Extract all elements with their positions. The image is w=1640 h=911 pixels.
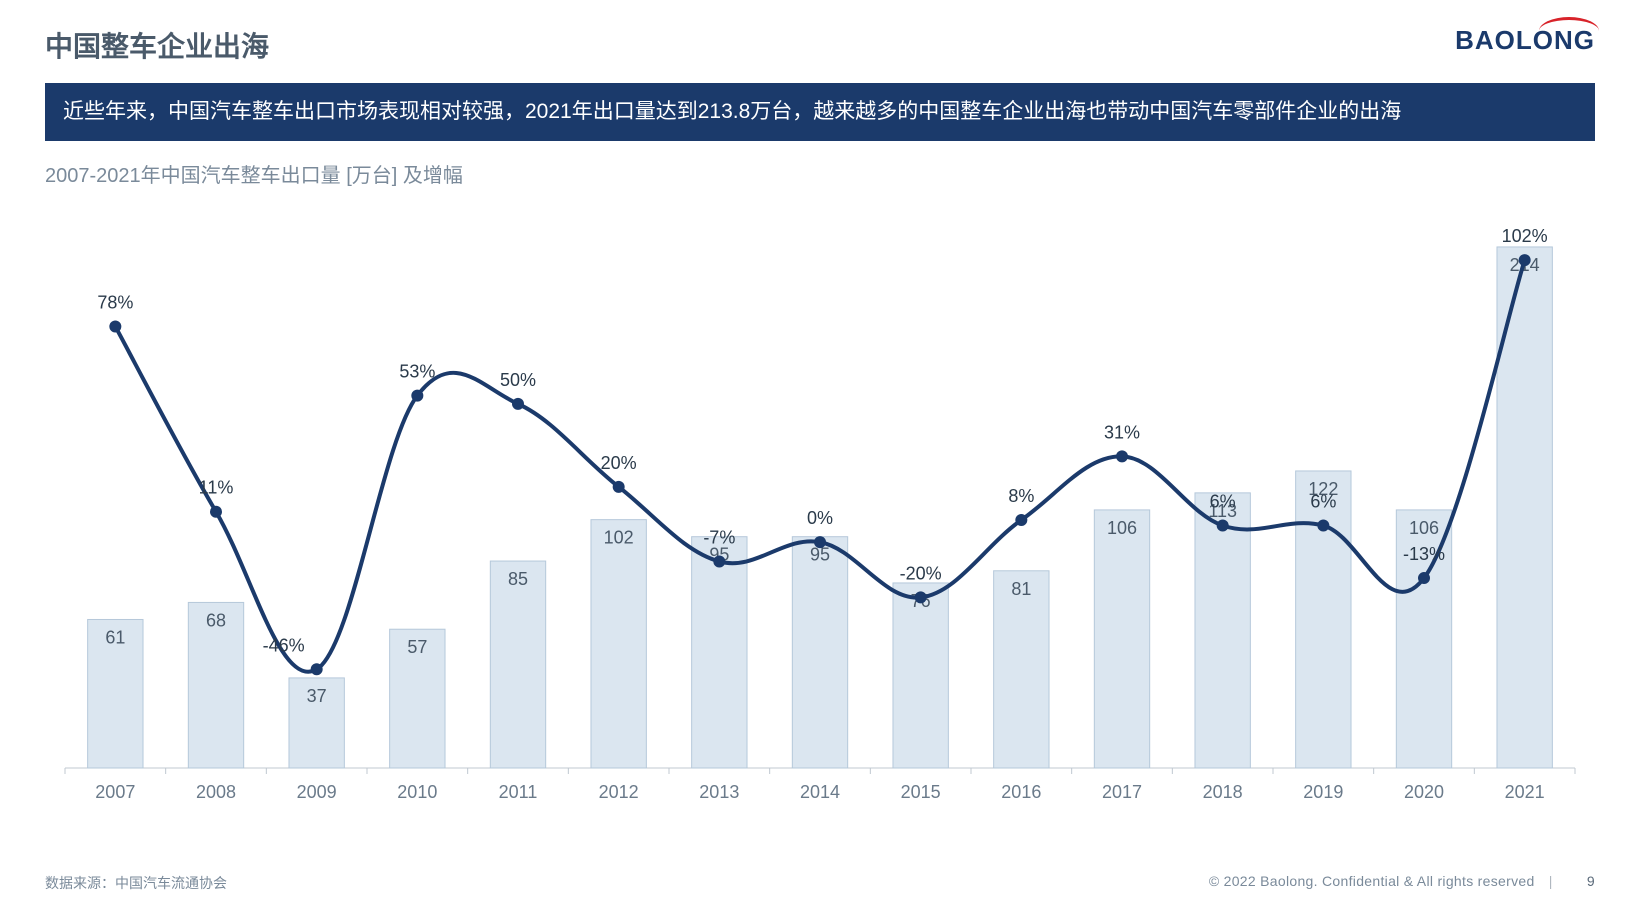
category-label: 2007	[95, 782, 135, 802]
category-label: 2017	[1102, 782, 1142, 802]
line-value-label: 8%	[1008, 486, 1034, 506]
footer-rights: © 2022 Baolong. Confidential & All right…	[1209, 873, 1535, 889]
brand-logo: BAOLONG	[1455, 25, 1595, 56]
line-value-label: 6%	[1310, 491, 1336, 511]
line-marker	[311, 663, 323, 675]
category-label: 2018	[1203, 782, 1243, 802]
bar	[1094, 510, 1149, 768]
line-value-label: -13%	[1403, 544, 1445, 564]
page-title: 中国整车企业出海	[45, 25, 269, 65]
bar	[792, 536, 847, 767]
bar-value-label: 102	[604, 527, 634, 547]
line-marker	[1418, 572, 1430, 584]
bar	[490, 561, 545, 768]
footer-page-number: 9	[1587, 873, 1595, 889]
footer-source: 数据来源：中国汽车流通协会	[45, 873, 227, 893]
category-label: 2021	[1505, 782, 1545, 802]
category-label: 2012	[599, 782, 639, 802]
footer-right: © 2022 Baolong. Confidential & All right…	[1209, 873, 1595, 893]
category-label: 2011	[499, 782, 538, 802]
line-marker	[512, 397, 524, 409]
bar-value-label: 57	[407, 637, 427, 657]
bar-value-label: 37	[307, 686, 327, 706]
line-marker	[915, 591, 927, 603]
bar-value-label: 106	[1107, 518, 1137, 538]
export-chart: 6120076820083720095720108520111022012952…	[45, 198, 1595, 828]
line-value-label: 102%	[1502, 226, 1548, 246]
line-value-label: 11%	[199, 477, 234, 497]
category-label: 2008	[196, 782, 236, 802]
line-value-label: 50%	[500, 369, 536, 389]
line-marker	[1015, 514, 1027, 526]
line-value-label: 0%	[807, 508, 833, 528]
line-value-label: -20%	[900, 563, 942, 583]
bar	[994, 570, 1049, 767]
line-marker	[411, 389, 423, 401]
line-marker	[109, 320, 121, 332]
bar	[1296, 471, 1351, 768]
category-label: 2016	[1001, 782, 1041, 802]
category-label: 2013	[699, 782, 739, 802]
category-label: 2010	[397, 782, 437, 802]
header-row: 中国整车企业出海 BAOLONG	[45, 25, 1595, 65]
footer: 数据来源：中国汽车流通协会 © 2022 Baolong. Confidenti…	[45, 873, 1595, 893]
line-value-label: -7%	[703, 527, 735, 547]
line-marker	[1317, 519, 1329, 531]
line-value-label: -46%	[263, 635, 305, 655]
line-value-label: 78%	[97, 292, 133, 312]
line-value-label: 6%	[1210, 491, 1236, 511]
logo-arc-icon	[1539, 17, 1599, 31]
category-label: 2009	[297, 782, 337, 802]
chart-svg: 6120076820083720095720108520111022012952…	[45, 198, 1595, 828]
bar-value-label: 85	[508, 569, 528, 589]
subtitle-banner: 近些年来，中国汽车整车出口市场表现相对较强，2021年出口量达到213.8万台，…	[45, 83, 1595, 141]
category-label: 2015	[901, 782, 941, 802]
bar	[692, 536, 747, 767]
bar-value-label: 81	[1011, 578, 1031, 598]
line-marker	[1217, 519, 1229, 531]
line-marker	[1519, 254, 1531, 266]
bar	[591, 519, 646, 767]
line-marker	[814, 536, 826, 548]
line-value-label: 31%	[1104, 422, 1140, 442]
bar-value-label: 61	[105, 627, 125, 647]
line-value-label: 20%	[601, 452, 637, 472]
bar-value-label: 68	[206, 610, 226, 630]
category-label: 2014	[800, 782, 840, 802]
line-marker	[210, 505, 222, 517]
line-value-label: 53%	[399, 361, 435, 381]
line-marker	[713, 555, 725, 567]
line-marker	[613, 480, 625, 492]
bar	[1195, 492, 1250, 767]
category-label: 2019	[1303, 782, 1343, 802]
chart-title: 2007-2021年中国汽车整车出口量 [万台] 及增幅	[45, 159, 1595, 188]
category-label: 2020	[1404, 782, 1444, 802]
line-marker	[1116, 450, 1128, 462]
bar-value-label: 106	[1409, 518, 1439, 538]
